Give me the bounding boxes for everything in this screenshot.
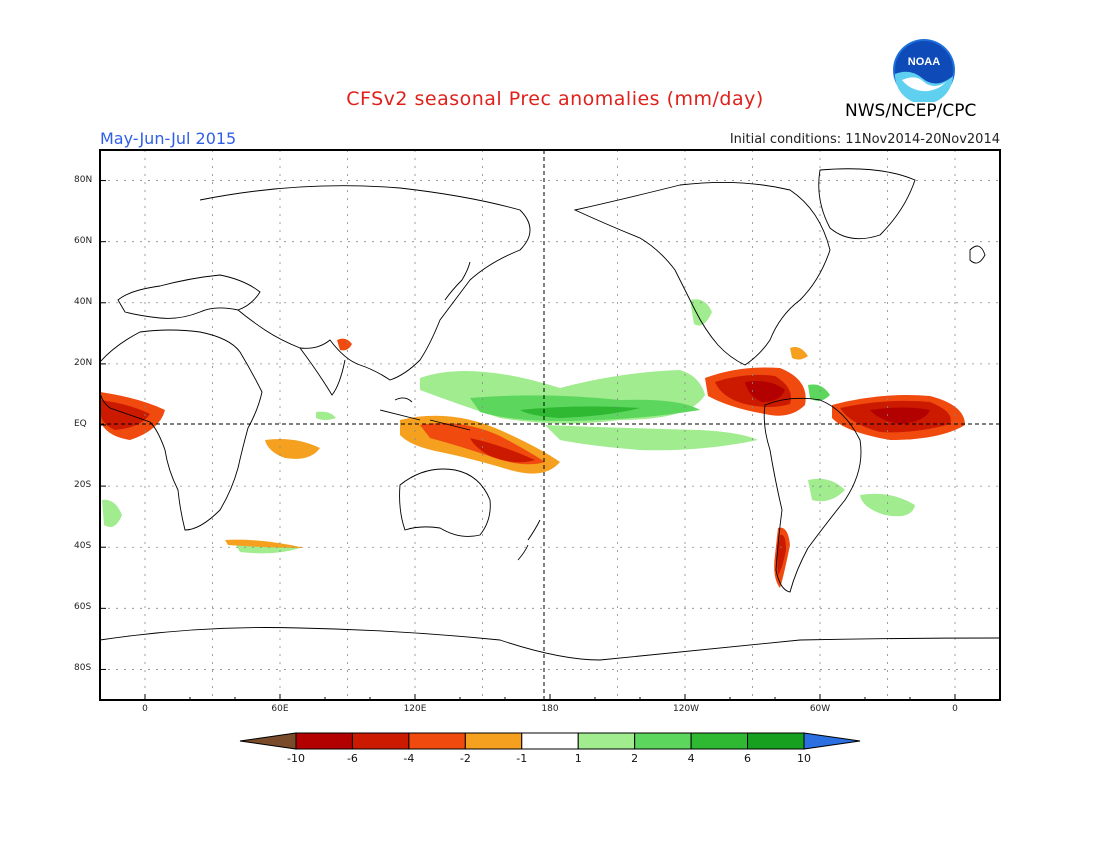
lat-label: 40S: [74, 541, 92, 552]
anomaly-wet-sw-atlantic: [102, 499, 122, 528]
colorbar-segment: [295, 732, 353, 750]
lon-label: 0: [952, 704, 958, 714]
colorbar-segment: [351, 732, 410, 750]
lat-label: 60N: [74, 235, 93, 246]
anomaly-wet-atlantic-south: [860, 493, 915, 517]
lon-label: 0: [142, 704, 148, 714]
logo-text: NOAA: [908, 56, 940, 68]
colorbar: [239, 732, 861, 750]
colorbar-segment: [408, 732, 466, 750]
anomaly-wet-pacific-south: [545, 425, 758, 451]
lon-label: 60W: [809, 704, 831, 714]
colorbar-segment: [747, 732, 805, 750]
anomaly-dry-indian-ocean: [265, 439, 320, 459]
colorbar-label: 2: [631, 752, 639, 765]
coastlines: [99, 168, 1001, 661]
anomaly-wet-pacific-inner: [520, 406, 640, 418]
colorbar-label: -2: [459, 752, 471, 765]
coast-japan: [444, 261, 471, 301]
coast-australia: [399, 468, 491, 537]
lat-label: 80N: [74, 174, 93, 185]
axis-ticks: [99, 180, 1001, 700]
initial-conditions: Initial conditions: 11Nov2014-20Nov2014: [729, 132, 1000, 147]
map-gridlines: [100, 150, 1000, 700]
anomaly-wet-south-america: [808, 478, 845, 502]
anomaly-dry-chile-core: [777, 534, 786, 575]
coast-south-america: [763, 397, 862, 593]
anomaly-wet-caribbean: [808, 384, 830, 401]
coast-antarctica: [99, 627, 1001, 661]
lon-label: 120E: [403, 704, 427, 714]
colorbar-low-arrow: [239, 732, 297, 750]
coast-europe: [117, 274, 261, 319]
lat-label: 60S: [74, 602, 92, 613]
lon-label: 180: [541, 704, 559, 714]
agency-label: NWS/NCEP/CPC: [845, 101, 977, 121]
lon-label: 120W: [673, 704, 700, 714]
colorbar-label: -6: [346, 752, 358, 765]
anomaly-wet-arabian-sea: [316, 411, 336, 420]
coast-greenland: [818, 168, 916, 240]
colorbar-label: 6: [744, 752, 752, 765]
coast-new-zealand: [517, 519, 541, 561]
lat-label: 80S: [74, 663, 92, 674]
lat-label: EQ: [74, 419, 87, 429]
anomaly-dry-atlantic-inner: [870, 407, 930, 424]
anomaly-dry-east-atlantic-west-core: [100, 400, 150, 430]
anomaly-dry-bay-bengal: [337, 338, 352, 351]
lon-label: 60E: [271, 704, 289, 714]
anomaly-dry-wpac-core: [470, 438, 535, 463]
colorbar-segment: [521, 732, 579, 750]
coast-asia: [199, 185, 531, 381]
colorbar-label: 4: [687, 752, 695, 765]
anomaly-dry-mexico: [790, 347, 808, 360]
forecast-period: May-Jun-Jul 2015: [100, 129, 237, 148]
coast-india: [299, 347, 346, 396]
coast-indonesia: [379, 397, 471, 431]
colorbar-segment: [577, 732, 636, 750]
coast-uk: [969, 245, 986, 264]
anomaly-dry-south-ocean: [225, 539, 305, 548]
colorbar-high-arrow: [803, 732, 861, 750]
lat-label: 40N: [74, 296, 93, 307]
noaa-logo-icon: NOAA: [893, 39, 955, 102]
anomaly-wet-gulf-mexico: [690, 299, 712, 326]
colorbar-segment: [634, 732, 692, 750]
anomaly-dry-central-america-inner: [745, 381, 785, 402]
lat-label: 20N: [74, 357, 93, 368]
colorbar-label: -10: [287, 752, 305, 765]
colorbar-label: -4: [403, 752, 415, 765]
coast-africa: [99, 329, 263, 531]
lat-label: 20S: [74, 480, 92, 491]
coast-north-america: [573, 181, 831, 366]
colorbar-segment: [690, 732, 749, 750]
colorbar-segment: [464, 732, 523, 750]
colorbar-label: 1: [574, 752, 582, 765]
colorbar-label: 10: [797, 752, 811, 765]
colorbar-label: -1: [516, 752, 528, 765]
anomaly-layer: [100, 299, 965, 588]
chart-title: CFSv2 seasonal Prec anomalies (mm/day): [346, 88, 764, 110]
